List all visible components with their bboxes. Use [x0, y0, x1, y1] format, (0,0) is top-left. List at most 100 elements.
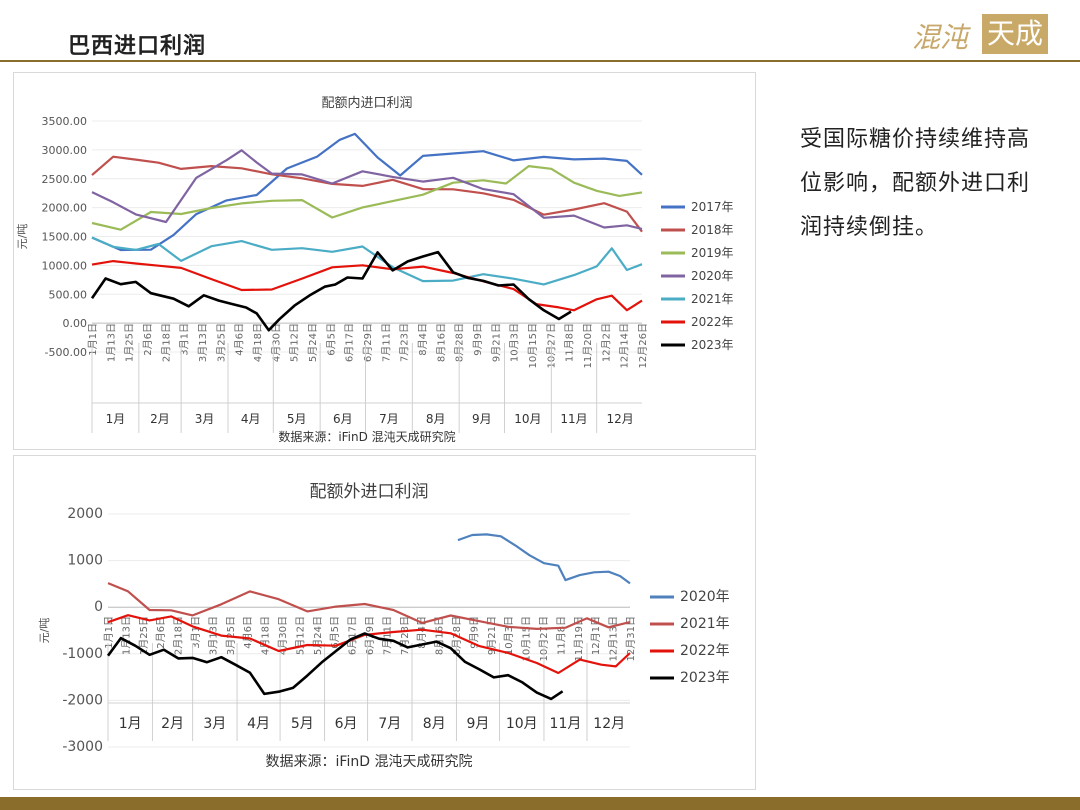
- chart-source: 数据来源：iFinD 混沌天成研究院: [266, 754, 473, 770]
- x-date-tick-label: 1月25日: [124, 323, 136, 362]
- x-date-tick-label: 8月16日: [434, 616, 446, 655]
- month-label: 9月: [467, 716, 490, 732]
- month-label: 2月: [150, 412, 170, 426]
- x-date-tick-label: 12月13日: [608, 616, 620, 661]
- x-date-tick-label: 10月3日: [509, 323, 521, 362]
- x-date-tick-label: 11月8日: [564, 323, 576, 362]
- x-date-tick-label: 6月29日: [362, 323, 374, 362]
- x-date-tick-label: 3月25日: [215, 323, 227, 362]
- x-date-tick-label: 5月24日: [307, 323, 319, 362]
- page-title: 巴西进口利润: [68, 33, 207, 59]
- month-label: 1月: [106, 412, 126, 426]
- month-label: 3月: [203, 716, 226, 732]
- series-line-2021: [107, 582, 631, 630]
- y-tick-label: -1000: [62, 646, 103, 662]
- legend-label: 2020年: [691, 269, 734, 283]
- y-tick-label: 2000.00: [42, 202, 88, 215]
- x-date-tick-label: 6月5日: [325, 323, 337, 356]
- month-label: 7月: [379, 412, 399, 426]
- x-date-tick-label: 8月28日: [454, 323, 466, 362]
- x-date-tick-label: 9月21日: [490, 323, 502, 362]
- series-line-2020: [457, 533, 631, 585]
- legend-label: 2017年: [691, 200, 734, 214]
- x-date-tick-label: 12月14日: [619, 323, 631, 368]
- x-date-tick-label: 8月4日: [417, 323, 429, 356]
- logo-box: 天成: [982, 14, 1048, 54]
- x-date-tick-label: 10月15日: [527, 323, 539, 368]
- y-axis-label: 元/吨: [16, 224, 29, 250]
- title-divider: [0, 60, 1080, 62]
- legend-label: 2020年: [680, 589, 730, 605]
- x-date-tick-label: 9月9日: [468, 616, 480, 649]
- y-tick-label: -2000: [62, 692, 103, 708]
- month-label: 5月: [287, 412, 307, 426]
- month-label: 10月: [506, 716, 538, 732]
- logo-script: 混沌: [912, 21, 969, 54]
- month-label: 4月: [241, 412, 261, 426]
- x-date-tick-label: 3月13日: [207, 616, 219, 655]
- x-date-tick-label: 11月8日: [555, 616, 567, 655]
- legend-label: 2021年: [680, 616, 730, 632]
- x-date-tick-label: 7月11日: [381, 616, 393, 655]
- legend-label: 2018年: [691, 223, 734, 237]
- x-date-tick-label: 1月13日: [105, 323, 117, 362]
- x-date-tick-label: 1月1日: [87, 323, 99, 356]
- month-label: 7月: [378, 716, 401, 732]
- y-tick-label: 2000: [67, 506, 103, 522]
- y-tick-label: -3000: [62, 739, 103, 755]
- month-label: 11月: [560, 412, 587, 426]
- legend-label: 2022年: [691, 315, 734, 329]
- chart-quota-inside: 配额内进口利润 3500.00 3000.00 2500.00 2000.00 1500.…: [13, 72, 756, 450]
- x-date-tick-label: 10月3日: [503, 616, 515, 655]
- month-label: 11月: [550, 716, 582, 732]
- month-label: 12月: [606, 412, 633, 426]
- chart-quota-outside-svg: 配额外进口利润 2000 1000 0 -1000 -2000 -3000 元/吨 1月1日 1月…: [38, 482, 730, 770]
- month-label: 8月: [426, 412, 446, 426]
- series-line-2018: [91, 155, 643, 233]
- x-date-tick-label: 11月19日: [573, 616, 585, 661]
- month-label: 1月: [119, 716, 142, 732]
- y-tick-label: 3000.00: [42, 144, 88, 157]
- y-tick-label: 1000.00: [42, 259, 88, 272]
- x-date-tick-label: 5月12日: [289, 323, 301, 362]
- chart-quota-inside-svg: 配额内进口利润 3500.00 3000.00 2500.00 2000.00 1500.…: [16, 95, 734, 444]
- y-tick-label: -500.00: [45, 346, 87, 359]
- series-line-2023: [90, 250, 572, 332]
- x-date-tick-label: 7月23日: [399, 323, 411, 362]
- x-date-tick-label: 1月13日: [120, 616, 132, 655]
- series-line-2017: [91, 132, 643, 252]
- month-label: 3月: [195, 412, 215, 426]
- x-date-tick-label: 7月23日: [399, 616, 411, 655]
- month-label: 6月: [333, 412, 353, 426]
- commentary-text: 受国际糖价持续维持高位影响，配额外进口利润持续倒挂。: [800, 127, 1031, 240]
- x-date-tick-label: 8月4日: [416, 616, 428, 649]
- series-line-2020: [91, 149, 643, 230]
- x-date-tick-label: 2月18日: [173, 616, 185, 655]
- month-label: 2月: [161, 716, 184, 732]
- chart-title: 配额内进口利润: [321, 95, 412, 111]
- x-date-tick-label: 1月1日: [103, 616, 115, 649]
- x-date-tick-label: 12月2日: [600, 323, 612, 362]
- month-label: 6月: [335, 716, 358, 732]
- x-date-tick-label: 2月6日: [155, 616, 167, 649]
- x-date-tick-label: 11月20日: [582, 323, 594, 368]
- x-date-tick-label: 6月5日: [329, 616, 341, 649]
- x-date-tick-label: 3月1日: [179, 323, 191, 356]
- y-tick-label: 1000: [67, 553, 103, 569]
- x-date-tick-label: 4月6日: [242, 616, 254, 649]
- y-tick-label: 2500.00: [42, 173, 88, 186]
- x-date-tick-label: 12月1日: [590, 616, 602, 655]
- y-tick-label: 500.00: [49, 288, 88, 301]
- series-line-2022: [107, 614, 631, 675]
- x-date-tick-label: 12月26日: [637, 323, 649, 368]
- x-date-tick-label: 4月18日: [252, 323, 264, 362]
- y-tick-label: 1500.00: [42, 231, 88, 244]
- x-date-tick-label: 6月17日: [347, 616, 359, 655]
- x-date-tick-label: 8月16日: [435, 323, 447, 362]
- month-label: 8月: [423, 716, 446, 732]
- legend-label: 2022年: [680, 643, 730, 659]
- legend-label: 2019年: [691, 246, 734, 260]
- x-date-tick-label: 5月12日: [294, 616, 306, 655]
- x-date-tick-label: 10月15日: [521, 616, 533, 661]
- footer-bar: [0, 797, 1080, 810]
